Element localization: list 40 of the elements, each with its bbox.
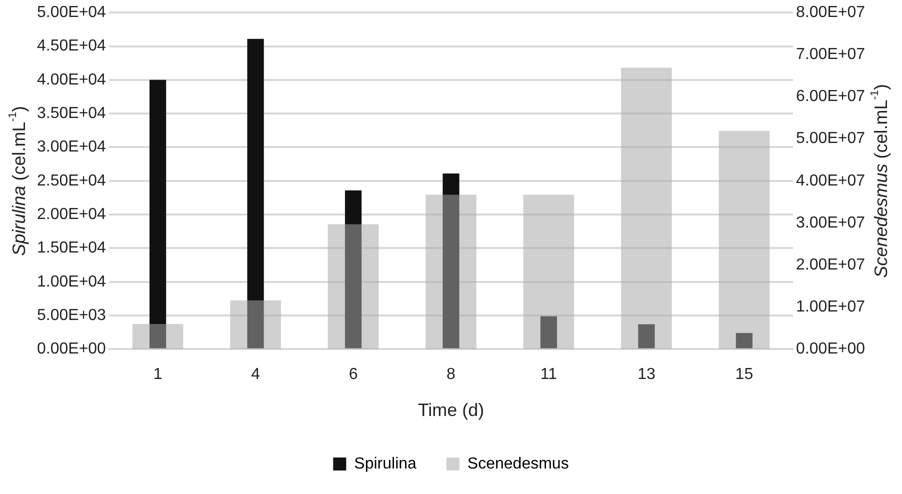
y-tick-label: 2.00E+04 bbox=[37, 206, 106, 223]
y-axis-title: Spirulina (cel.mL-1) bbox=[7, 106, 29, 256]
y-tick-label: 5.00E+03 bbox=[37, 306, 106, 324]
x-tick-label: 8 bbox=[446, 366, 456, 384]
y-tick-label: 3.50E+04 bbox=[37, 104, 106, 122]
x-tick-label: 11 bbox=[540, 366, 558, 384]
bar bbox=[718, 130, 770, 350]
bar bbox=[523, 194, 574, 350]
bar bbox=[230, 300, 281, 350]
y-tick-label: 5.00E+04 bbox=[37, 4, 106, 22]
y-tick-label: 0.00E+00 bbox=[37, 340, 106, 358]
legend-label: Scenedesmus bbox=[467, 455, 569, 472]
y-tick-label: 1.50E+04 bbox=[37, 240, 106, 257]
bar bbox=[736, 333, 752, 348]
y2-tick-label: 3.00E+07 bbox=[796, 214, 866, 232]
x-tick-label: 1 bbox=[153, 366, 162, 384]
y-tick-label: 1.00E+04 bbox=[37, 273, 106, 290]
y2-tick-label: 6.00E+07 bbox=[796, 88, 866, 106]
x-tick-label: 15 bbox=[735, 366, 754, 384]
y-tick-label: 3.00E+04 bbox=[37, 138, 106, 156]
x-tick-label: 13 bbox=[638, 366, 656, 384]
legend-label: Spirulina bbox=[354, 455, 417, 472]
x-tick-label: 4 bbox=[251, 366, 260, 384]
bar bbox=[540, 316, 558, 348]
y-tick-label: 2.50E+04 bbox=[37, 172, 106, 190]
y2-tick-label: 0.00E+00 bbox=[796, 340, 866, 358]
x-tick-label: 6 bbox=[348, 366, 358, 384]
y2-tick-label: 8.00E+07 bbox=[796, 4, 866, 22]
y2-tick-label: 5.00E+07 bbox=[796, 130, 866, 148]
y-tick-label: 4.00E+04 bbox=[37, 71, 106, 88]
y2-tick-label: 4.00E+07 bbox=[796, 172, 866, 190]
bar bbox=[132, 324, 184, 350]
y2-tick-label: 7.00E+07 bbox=[796, 46, 866, 64]
y2-tick-label: 2.00E+07 bbox=[796, 256, 866, 274]
x-axis-title: Time (d) bbox=[418, 400, 484, 420]
bar bbox=[638, 324, 655, 348]
y2-axis-title: Scenedesmus (cel.mL-1) bbox=[869, 84, 891, 278]
y-tick-label: 4.50E+04 bbox=[37, 38, 106, 55]
bar bbox=[621, 68, 672, 350]
y2-tick-label: 1.00E+07 bbox=[796, 298, 866, 316]
